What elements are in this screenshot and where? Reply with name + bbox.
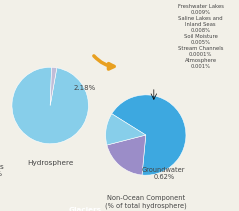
Text: Glaciers
2.15%: Glaciers 2.15% [69, 207, 102, 211]
Wedge shape [107, 135, 146, 175]
Text: Hydrosphere: Hydrosphere [27, 160, 73, 166]
Wedge shape [106, 114, 146, 145]
Wedge shape [12, 67, 88, 144]
Wedge shape [50, 67, 57, 106]
Text: 2.18%: 2.18% [73, 85, 95, 91]
Text: Oceans
97.2%: Oceans 97.2% [0, 164, 4, 177]
Text: Freshwater Lakes
0.009%
Saline Lakes and
Inland Seas
0.008%
Soil Moisture
0.005%: Freshwater Lakes 0.009% Saline Lakes and… [178, 4, 224, 69]
Text: Groundwater
0.62%: Groundwater 0.62% [142, 167, 186, 180]
Text: Non-Ocean Component
(% of total hydrosphere): Non-Ocean Component (% of total hydrosph… [105, 195, 187, 209]
Wedge shape [112, 95, 186, 175]
